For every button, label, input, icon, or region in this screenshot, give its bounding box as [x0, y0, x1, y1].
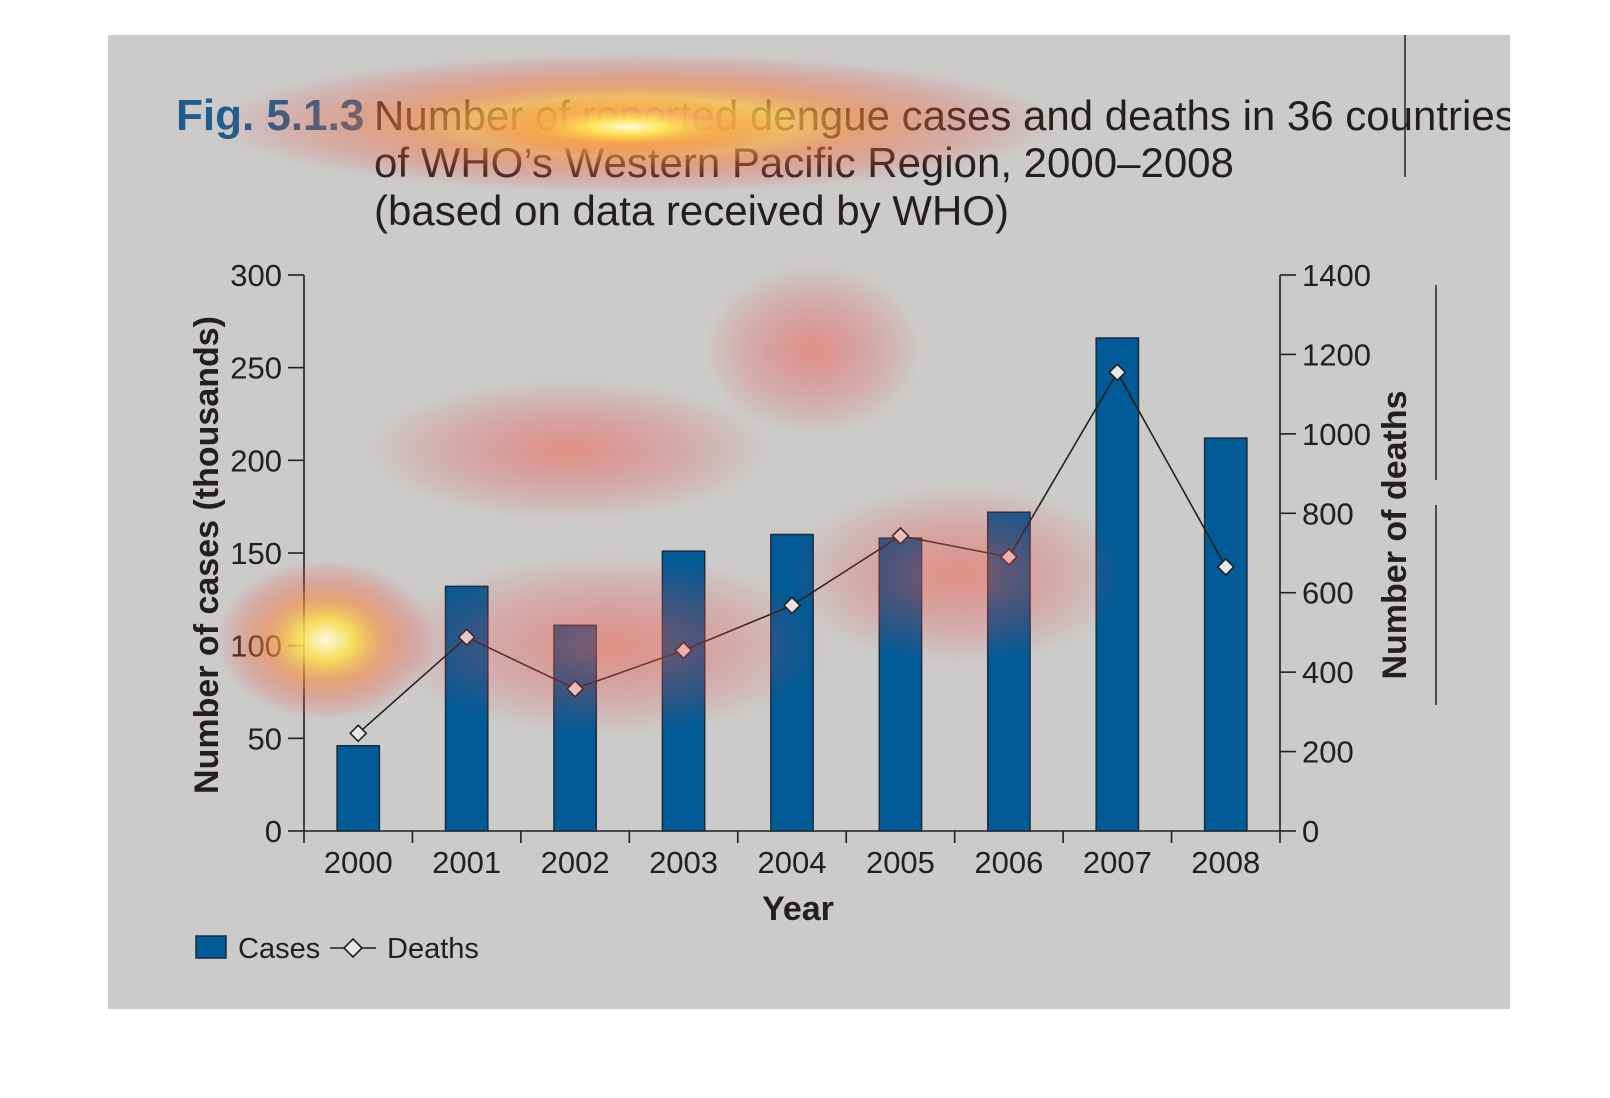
cases-bars: [336, 337, 1248, 832]
y-right-axis-title: Number of deaths: [1376, 390, 1414, 679]
x-tick-label: 2003: [649, 845, 718, 880]
cases-bar: [878, 537, 923, 832]
left-axis-ticks: 0 50 100 150 200 250 300: [230, 258, 304, 849]
deaths-marker: [349, 724, 368, 743]
y-right-tick-label: 0: [1302, 814, 1319, 849]
legend-deaths-label: Deaths: [387, 933, 479, 965]
x-tick-label: 2000: [324, 845, 393, 880]
y-tick-label: 100: [230, 629, 282, 664]
y-right-tick-label: 800: [1302, 496, 1354, 531]
legend: Cases Deaths: [195, 933, 479, 965]
y-tick-label: 50: [248, 721, 282, 756]
y-right-tick-label: 1200: [1302, 337, 1371, 372]
y-tick-label: 200: [230, 443, 282, 478]
y-tick-label: 300: [230, 258, 282, 293]
heat-spot-upper: [703, 265, 923, 435]
x-tick-label: 2008: [1191, 845, 1260, 880]
cases-bar: [336, 744, 381, 832]
y-tick-label: 0: [265, 814, 282, 849]
y-right-tick-label: 1400: [1302, 258, 1371, 293]
legend-cases-label: Cases: [238, 933, 320, 965]
legend-deaths-marker: [342, 937, 364, 959]
cases-bar: [770, 533, 814, 832]
y-tick-label: 150: [230, 536, 282, 571]
x-axis-ticks: 2000 2001 2002 2003 2004 2005 2006 2007 2008: [303, 831, 1281, 880]
x-axis-title: Year: [762, 890, 834, 928]
y-right-tick-label: 200: [1302, 735, 1354, 770]
y-tick-label: 250: [230, 351, 282, 386]
deaths-marker: [1216, 557, 1235, 577]
legend-cases-swatch: [195, 935, 227, 959]
title-line-1: Number of reported dengue cases and deat…: [374, 92, 1510, 139]
title-line-3: (based on data received by WHO): [374, 187, 1009, 234]
deaths-marker: [1108, 363, 1127, 382]
cases-bar: [1095, 337, 1140, 832]
x-tick-label: 2004: [758, 845, 827, 880]
y-right-tick-label: 1000: [1302, 417, 1371, 452]
heat-spot-middle: [368, 380, 768, 520]
x-tick-label: 2007: [1083, 845, 1152, 880]
cases-bar: [444, 585, 489, 832]
x-tick-label: 2001: [432, 845, 501, 880]
cases-bar: [553, 624, 598, 832]
x-tick-label: 2002: [541, 845, 610, 880]
right-axis-ticks: 0 200 400 600 800 1000 1200 1400: [1280, 258, 1371, 849]
dengue-chart: Fig. 5.1.3 Number of reported dengue cas…: [176, 35, 1510, 965]
y-axis-title: Number of cases (thousands): [188, 316, 226, 794]
cases-bar: [1203, 437, 1248, 832]
y-right-tick-label: 400: [1302, 655, 1354, 690]
cases-bar: [661, 550, 706, 832]
y-right-tick-label: 600: [1302, 576, 1354, 611]
title-line-2: of WHO’s Western Pacific Region, 2000–20…: [374, 139, 1234, 186]
x-tick-label: 2005: [866, 845, 935, 880]
figure-label: Fig. 5.1.3: [176, 91, 364, 140]
x-tick-label: 2006: [974, 845, 1043, 880]
figure-panel: Fig. 5.1.3 Number of reported dengue cas…: [108, 35, 1510, 1009]
